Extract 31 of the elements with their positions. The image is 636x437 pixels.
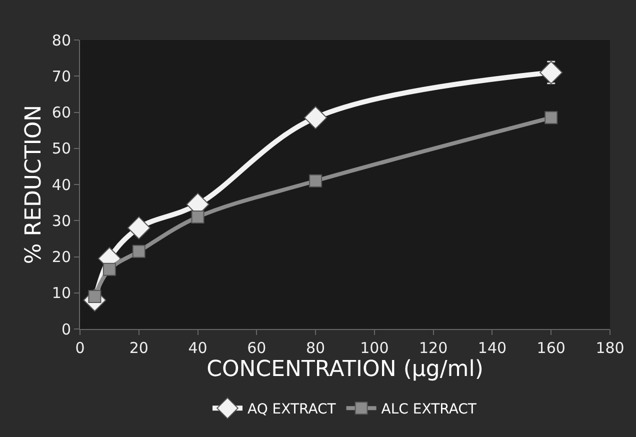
y-tick-label: 80 (52, 31, 71, 50)
y-tick-label: 10 (52, 284, 71, 302)
point (127, 216, 150, 240)
point (132, 244, 146, 258)
y-tick-label: 70 (52, 67, 71, 86)
x-tick-label: 180 (596, 339, 624, 357)
point (309, 174, 322, 188)
x-tick-label: 20 (129, 339, 148, 357)
x-tick-label: 140 (478, 339, 507, 357)
y-tick-label: 20 (52, 248, 71, 266)
point (102, 262, 116, 276)
y-tick-label: 0 (61, 320, 71, 338)
point (544, 111, 558, 124)
point (191, 210, 204, 224)
x-axis-title: CONCENTRATION (µg/ml) (206, 357, 484, 382)
legend-label: AQ EXTRACT (248, 402, 336, 418)
x-tick-label: 160 (536, 339, 566, 357)
y-tick-label: 50 (52, 140, 71, 158)
x-tick-label: 120 (419, 339, 448, 357)
point (304, 106, 328, 130)
x-tick-label: 0 (75, 339, 85, 357)
point (540, 60, 563, 84)
y-tick-label: 40 (52, 176, 71, 194)
legend-label: ALC EXTRACT (381, 402, 477, 418)
x-tick-label: 40 (188, 339, 208, 357)
y-axis-title: % REDUCTION (22, 104, 47, 264)
y-tick-label: 30 (52, 212, 71, 230)
y-tick-label: 60 (52, 104, 71, 122)
x-tick-label: 80 (306, 339, 326, 357)
x-tick-label: 60 (247, 339, 266, 357)
x-tick-label: 100 (360, 339, 389, 357)
